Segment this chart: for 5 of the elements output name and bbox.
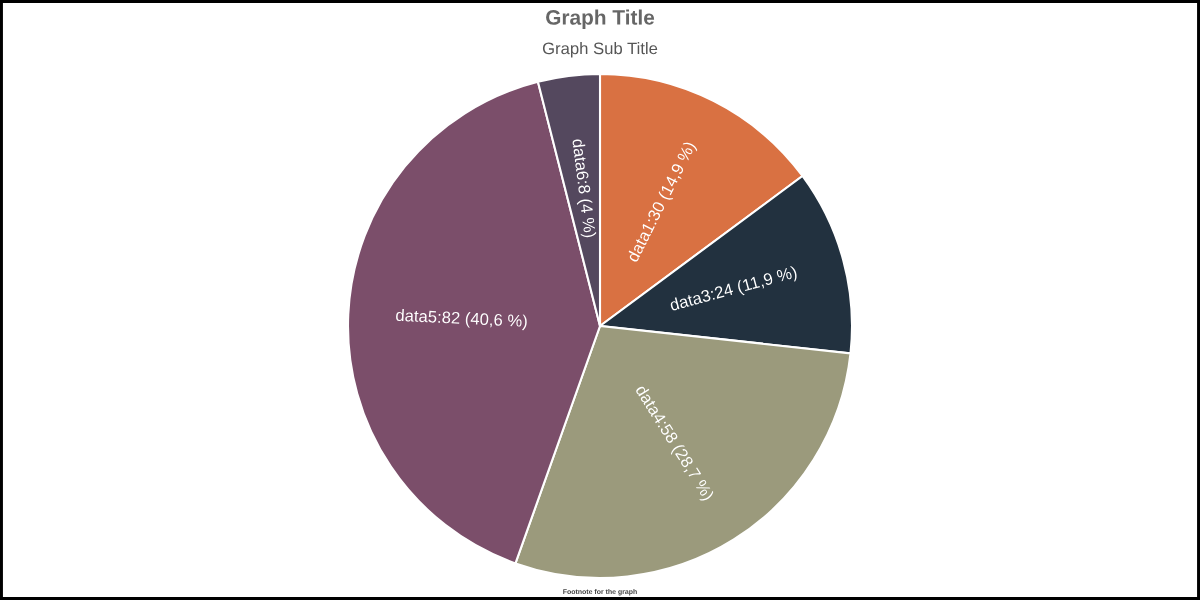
slice-label: data5:82 (40,6 %) bbox=[395, 308, 528, 331]
slice-label: data3:24 (11,9 %) bbox=[669, 265, 799, 315]
chart-title: Graph Title bbox=[546, 9, 655, 29]
chart-subtitle: Graph Sub Title bbox=[542, 42, 658, 58]
slice-label: data6:8 (4 %) bbox=[568, 138, 597, 239]
